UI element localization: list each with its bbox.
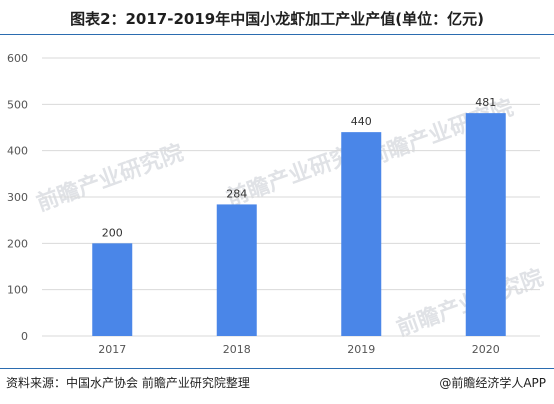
data-label-2018: 284 [226,187,247,200]
source-note: 资料来源：中国水产协会 前瞻产业研究院整理 [6,376,250,390]
data-label-2017: 200 [102,226,123,239]
bar-2019 [341,132,382,336]
y-tick-label: 0 [21,330,28,343]
y-tick-label: 400 [7,145,28,158]
x-tick-label-2019: 2019 [347,343,375,356]
x-tick-label-2020: 2020 [472,343,500,356]
data-label-2019: 440 [351,115,372,128]
bar-2017 [92,243,133,336]
credit-note: @前瞻经济学人APP [439,376,546,390]
y-tick-label: 500 [7,98,28,111]
bar-chart: 前瞻产业研究院前瞻产业研究院前瞻产业研究院前瞻产业研究院 01002003004… [7,52,547,356]
data-labels: 200 284 440 481 [102,96,497,239]
footer-divider [0,368,554,369]
x-axis-ticks: 2017 2018 2019 2020 [98,343,500,356]
y-tick-label: 200 [7,237,28,250]
bar-2018 [216,204,257,336]
data-label-2020: 481 [475,96,496,109]
bar-series [92,113,506,337]
x-tick-label-2018: 2018 [223,343,251,356]
y-tick-label: 100 [7,284,28,297]
x-tick-label-2017: 2017 [98,343,126,356]
title-divider [0,34,554,35]
bar-2020 [465,113,506,337]
y-tick-label: 300 [7,191,28,204]
chart-title: 图表2：2017-2019年中国小龙虾加工产业产值(单位：亿元) [70,10,484,28]
y-tick-label: 600 [7,52,28,65]
y-axis-ticks: 0 100 200 300 400 500 600 [7,52,28,343]
